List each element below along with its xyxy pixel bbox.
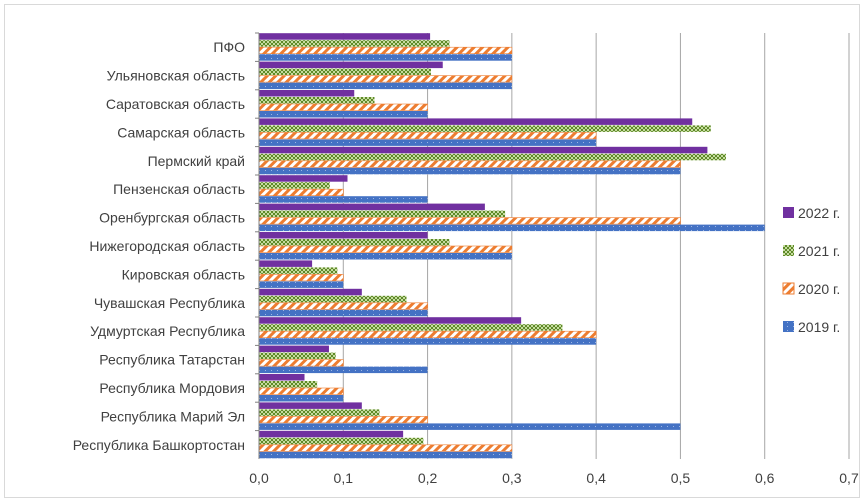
bar-2021-г-пензенская-область	[259, 182, 330, 189]
bar-2022-г-нижегородская-область	[259, 232, 428, 239]
bar-2021-г-республика-татарстан	[259, 352, 336, 360]
bar-2020-г-чувашская-республика	[258, 302, 428, 310]
bar-2020-г-оренбургская-область	[258, 217, 681, 225]
bar-2022-г-республика-марий-эл	[259, 402, 362, 409]
bar-2021-г-пфо	[259, 40, 450, 47]
bar-2022-г-саратовская-область	[259, 90, 355, 97]
bar-2022-г-пфо	[259, 33, 431, 40]
bar-2019-г-саратовская-область	[259, 111, 428, 118]
bar-2020-г-самарская-область	[258, 132, 597, 140]
legend-swatch-2020-г	[782, 282, 795, 295]
bar-2020-г-республика-мордовия	[258, 387, 344, 395]
bar-2020-г-пермский-край	[258, 160, 681, 168]
category-label: Ульяновская область	[107, 68, 245, 84]
bar-2019-г-республика-башкортостан	[259, 451, 512, 459]
bar-2022-г-республика-мордовия	[259, 374, 305, 381]
category-label: Республика Марий Эл	[101, 408, 245, 424]
legend: 2022 г. 2021 г. 2020 г. 2019 г.	[782, 205, 840, 335]
bar-2021-г-пермский-край	[259, 153, 726, 161]
bar-2021-г-самарская-область	[259, 125, 711, 132]
category-label: Саратовская область	[106, 96, 245, 112]
bar-2021-г-кировская-область	[259, 267, 338, 274]
bars	[258, 33, 765, 459]
bar-2021-г-ульяновская-область	[259, 68, 431, 76]
bar-2020-г-республика-марий-эл	[258, 416, 428, 424]
bar-2022-г-самарская-область	[259, 118, 693, 125]
bar-2019-г-пермский-край	[259, 167, 681, 175]
bar-2019-г-нижегородская-область	[259, 253, 512, 260]
bar-2020-г-республика-башкортостан	[258, 444, 513, 452]
bar-2019-г-удмуртская-республика	[259, 338, 597, 345]
bar-2019-г-республика-марий-эл	[259, 423, 681, 430]
bar-2020-г-пензенская-область	[258, 188, 344, 196]
legend-label: 2022 г.	[798, 205, 840, 221]
legend-label: 2020 г.	[798, 281, 840, 297]
bar-2019-г-республика-татарстан	[259, 366, 428, 374]
bar-2021-г-чувашская-республика	[259, 295, 407, 303]
x-tick-label: 0,7	[839, 470, 859, 486]
bar-2019-г-пфо	[259, 54, 512, 61]
x-tick-label: 0,0	[249, 470, 269, 486]
bar-2022-г-республика-татарстан	[259, 345, 329, 353]
category-label: Самарская область	[117, 124, 245, 140]
legend-swatch-2022-г	[783, 207, 794, 218]
bar-2021-г-удмуртская-республика	[259, 324, 563, 331]
category-label: Чувашская Республика	[94, 295, 245, 311]
bar-2019-г-самарская-область	[259, 139, 597, 146]
bar-2020-г-нижегородская-область	[258, 245, 513, 253]
bar-2019-г-оренбургская-область	[259, 224, 765, 232]
bar-2021-г-нижегородская-область	[259, 239, 450, 246]
x-tick-label: 0,5	[671, 470, 691, 486]
legend-label: 2021 г.	[798, 243, 840, 259]
bar-2020-г-кировская-область	[258, 274, 344, 282]
category-label: Пермский край	[148, 153, 245, 169]
bar-2019-г-чувашская-республика	[259, 309, 428, 317]
bar-2020-г-республика-татарстан	[258, 359, 344, 367]
bar-2021-г-республика-башкортостан	[259, 437, 424, 445]
category-label: Нижегородская область	[89, 238, 245, 254]
bar-2022-г-чувашская-республика	[259, 288, 362, 296]
chart-frame: 0,0 0,1 0,2 0,3 0,4 0,5 0,6 0,7 ПФО Ульяновская о…	[4, 4, 860, 498]
bar-2020-г-пфо	[258, 46, 513, 55]
bar-2020-г-удмуртская-республика	[258, 330, 597, 339]
category-label: Республика Татарстан	[99, 352, 245, 368]
legend-swatch-2021-г	[783, 245, 794, 256]
bar-2022-г-удмуртская-республика	[259, 317, 522, 324]
category-label: Удмуртская Республика	[90, 323, 245, 339]
bar-2019-г-кировская-область	[259, 281, 344, 288]
category-label: Пензенская область	[113, 181, 245, 197]
axes: 0,0 0,1 0,2 0,3 0,4 0,5 0,6 0,7 ПФО Ульяновская о…	[73, 32, 859, 486]
bar-2019-г-республика-мордовия	[259, 395, 344, 402]
bar-2021-г-оренбургская-область	[259, 210, 506, 218]
bar-2020-г-ульяновская-область	[258, 75, 513, 83]
bar-2021-г-республика-мордовия	[259, 381, 318, 388]
bar-2021-г-республика-марий-эл	[259, 409, 380, 416]
bar-2022-г-пензенская-область	[259, 175, 348, 182]
bar-2022-г-кировская-область	[259, 260, 313, 267]
chart: 0,0 0,1 0,2 0,3 0,4 0,5 0,6 0,7 ПФО Ульяновская о…	[73, 32, 859, 486]
x-tick-label: 0,1	[334, 470, 354, 486]
bar-2022-г-ульяновская-область	[259, 61, 443, 69]
category-label: ПФО	[213, 39, 245, 55]
x-tick-label: 0,4	[586, 470, 606, 486]
bar-2022-г-республика-башкортостан	[259, 430, 404, 438]
category-label: Республика Мордовия	[99, 380, 245, 396]
bar-2019-г-пензенская-область	[259, 196, 428, 203]
category-label: Кировская область	[122, 266, 245, 282]
category-label: Оренбургская область	[99, 210, 245, 226]
category-label: Республика Башкортостан	[73, 437, 245, 453]
x-tick-label: 0,6	[755, 470, 775, 486]
bar-2020-г-саратовская-область	[258, 103, 428, 111]
bar-2022-г-оренбургская-область	[259, 203, 485, 211]
bar-2021-г-саратовская-область	[259, 97, 375, 104]
legend-label: 2019 г.	[798, 319, 840, 335]
bar-2022-г-пермский-край	[259, 146, 708, 154]
legend-swatch-2019-г	[783, 321, 794, 332]
x-tick-label: 0,2	[418, 470, 438, 486]
bar-2019-г-ульяновская-область	[259, 82, 512, 90]
x-tick-label: 0,3	[502, 470, 522, 486]
